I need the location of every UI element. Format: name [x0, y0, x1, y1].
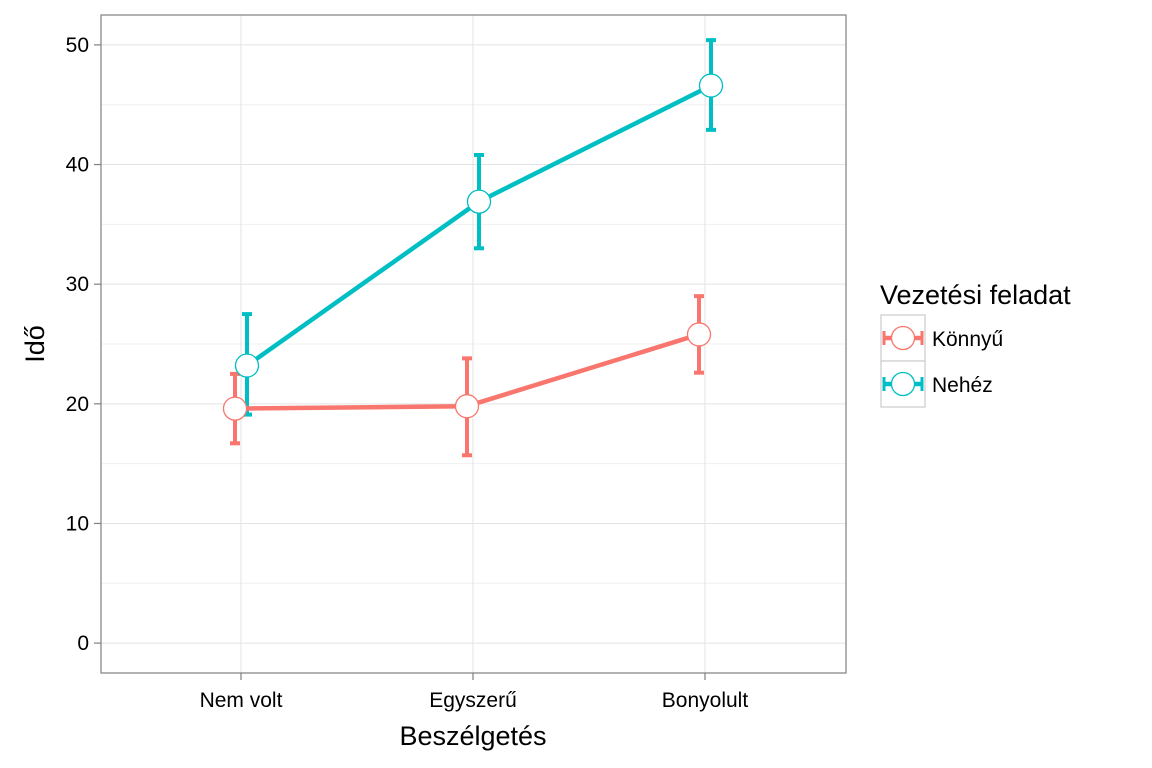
y-tick-label: 50 — [66, 34, 89, 57]
y-tick-label: 20 — [66, 393, 89, 416]
x-tick-label: Bonyolult — [662, 689, 749, 712]
data-point-Nehéz — [698, 73, 724, 98]
x-tick-label: Nem volt — [200, 689, 283, 712]
y-tick-label: 40 — [66, 154, 89, 177]
legend-title: Vezetési feladat — [880, 280, 1071, 310]
y-tick-label: 10 — [66, 512, 89, 535]
x-tick-label: Egyszerű — [429, 689, 517, 712]
y-axis-title: Idő — [20, 325, 50, 363]
data-point-Könnyű — [686, 322, 712, 347]
legend-item-Nehéz: Nehéz — [880, 360, 993, 408]
legend-item-Könnyű: Könnyű — [880, 314, 1003, 362]
legend-key-point — [890, 325, 916, 351]
data-point-Könnyű — [222, 396, 248, 421]
y-tick-label: 0 — [77, 632, 89, 655]
y-tick-label: 30 — [66, 273, 89, 296]
series-points — [222, 73, 724, 421]
legend: Vezetési feladat Könnyű Nehéz — [880, 280, 1071, 408]
x-axis: Nem volt Egyszerű Bonyolult — [200, 673, 749, 712]
data-point-Nehéz — [466, 189, 492, 214]
data-point-Könnyű — [454, 394, 480, 419]
legend-label: Nehéz — [932, 374, 993, 397]
legend-label: Könnyű — [932, 328, 1003, 351]
x-axis-title: Beszélgetés — [399, 721, 546, 751]
y-axis: 0 10 20 30 40 50 — [66, 34, 101, 655]
data-point-Nehéz — [234, 353, 260, 378]
legend-key-point — [890, 371, 916, 397]
